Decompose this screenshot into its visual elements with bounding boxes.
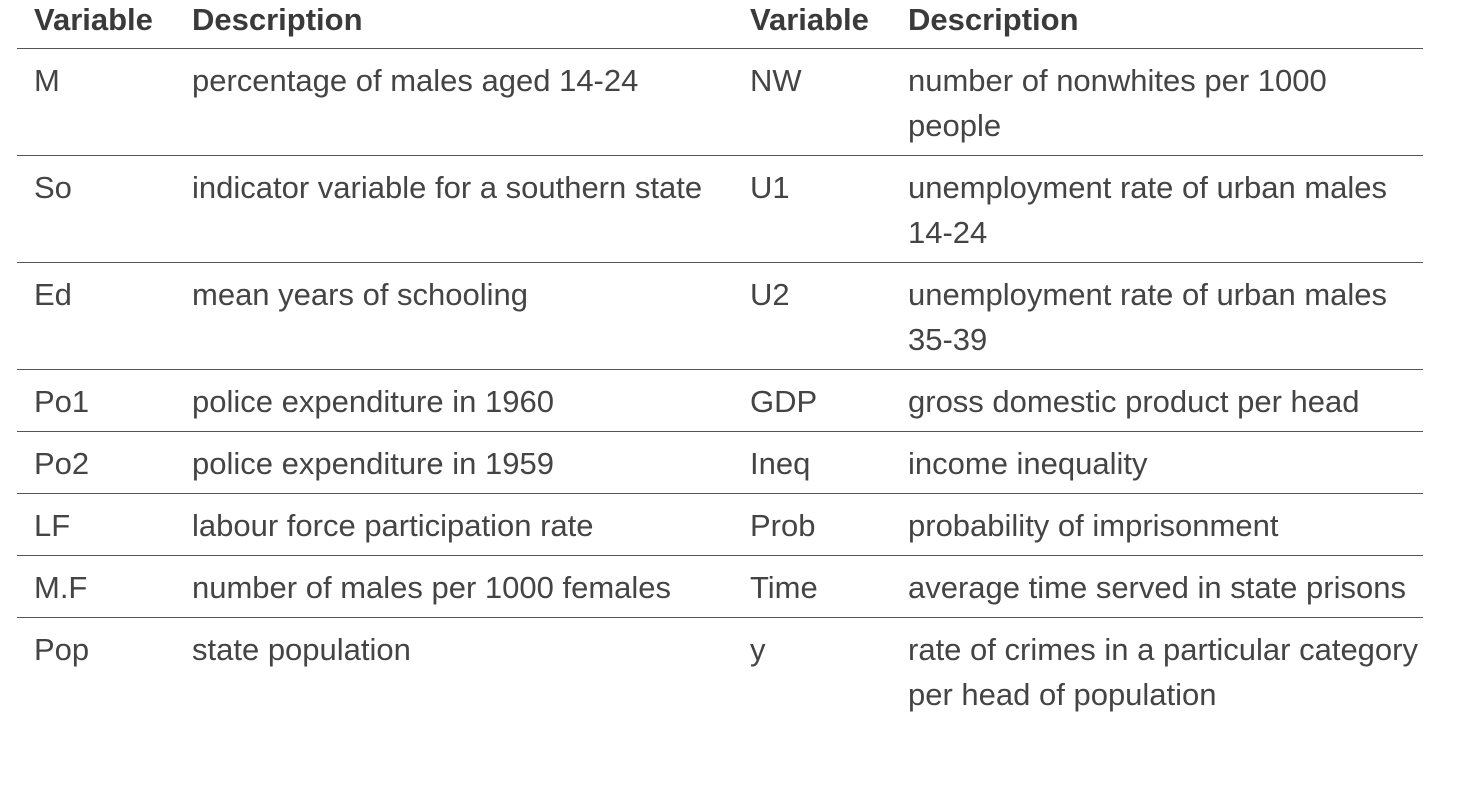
variable-name: NW [733, 48, 891, 156]
table-row: M.F number of males per 1000 females Tim… [17, 555, 1423, 618]
header-variable-right: Variable [733, 0, 891, 49]
variable-name: M.F [17, 555, 175, 618]
variable-name: Po2 [17, 431, 175, 494]
variable-name: Po1 [17, 369, 175, 432]
variable-description: police expenditure in 1959 [175, 431, 733, 494]
table-header: Variable Description Variable Descriptio… [17, 0, 1423, 49]
variable-description: income inequality [891, 431, 1423, 494]
variable-description: unemployment rate of urban males 35-39 [891, 262, 1423, 370]
variable-description: mean years of schooling [175, 262, 733, 370]
variable-description: indicator variable for a southern state [175, 155, 733, 263]
variable-description: number of males per 1000 females [175, 555, 733, 618]
table-row: Ed mean years of schooling U2 unemployme… [17, 262, 1423, 370]
variable-name: U2 [733, 262, 891, 370]
variable-name: GDP [733, 369, 891, 432]
variable-name: Ineq [733, 431, 891, 494]
variable-description: number of nonwhites per 1000 people [891, 48, 1423, 156]
table-row: So indicator variable for a southern sta… [17, 155, 1423, 263]
variable-name: Ed [17, 262, 175, 370]
table-row: Pop state population y rate of crimes in… [17, 618, 1423, 725]
variable-description: police expenditure in 1960 [175, 369, 733, 432]
variable-description: state population [192, 632, 411, 667]
variable-name: y [750, 632, 766, 667]
variable-description: rate of crimes in a particular category … [908, 632, 1418, 712]
variable-description-table: Variable Description Variable Descriptio… [17, 0, 1423, 724]
variable-description: labour force participation rate [175, 493, 733, 556]
table-body: M percentage of males aged 14-24 NW numb… [17, 48, 1423, 725]
table-row: LF labour force participation rate Prob … [17, 493, 1423, 556]
variable-description: probability of imprisonment [891, 493, 1423, 556]
variable-table-container: Variable Description Variable Descriptio… [17, 0, 1423, 724]
variable-name: Prob [733, 493, 891, 556]
variable-name: U1 [733, 155, 891, 263]
variable-name: So [17, 155, 175, 263]
variable-name: Pop [34, 632, 90, 667]
header-row: Variable Description Variable Descriptio… [17, 0, 1423, 49]
variable-description: unemployment rate of urban males 14-24 [891, 155, 1423, 263]
variable-name: LF [17, 493, 175, 556]
variable-name: Time [733, 555, 891, 618]
variable-description: average time served in state prisons [891, 555, 1423, 618]
table-row: Po2 police expenditure in 1959 Ineq inco… [17, 431, 1423, 494]
table-row: Po1 police expenditure in 1960 GDP gross… [17, 369, 1423, 432]
header-description-right: Description [891, 0, 1423, 49]
variable-name: M [17, 48, 175, 156]
table-row: M percentage of males aged 14-24 NW numb… [17, 48, 1423, 156]
variable-description: percentage of males aged 14-24 [175, 48, 733, 156]
header-description-left: Description [175, 0, 733, 49]
variable-description: gross domestic product per head [891, 369, 1423, 432]
header-variable-left: Variable [17, 0, 175, 49]
